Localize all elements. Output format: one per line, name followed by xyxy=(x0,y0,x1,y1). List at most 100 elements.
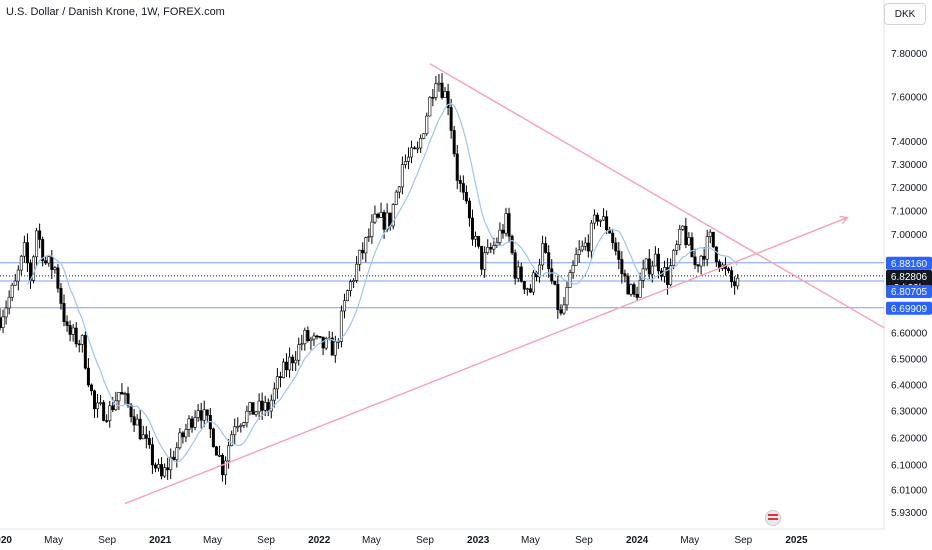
candle-body xyxy=(702,255,706,260)
candle-body xyxy=(157,464,161,469)
candle-body xyxy=(248,402,252,412)
candle-body xyxy=(602,216,606,221)
x-tick-label: 2020 xyxy=(0,535,12,546)
currency-label[interactable]: DKK xyxy=(884,3,926,25)
candle-body xyxy=(35,230,39,258)
candle-body xyxy=(303,330,307,345)
candle-body xyxy=(489,247,493,250)
candle-body xyxy=(595,214,599,222)
price-tag-lower-bg xyxy=(886,301,932,315)
candle-body xyxy=(56,267,60,289)
candle-body xyxy=(260,400,264,411)
candle-body xyxy=(458,180,462,184)
candle-body xyxy=(623,273,627,277)
candle-body xyxy=(681,225,685,230)
candlestick-series xyxy=(0,73,740,485)
x-tick-label: 2021 xyxy=(149,535,172,546)
candle-body xyxy=(361,249,365,254)
candle-body xyxy=(160,464,164,477)
candle-body xyxy=(211,428,215,448)
candle-body xyxy=(196,410,200,418)
candle-body xyxy=(629,284,633,295)
candle-body xyxy=(272,388,276,401)
chart-title: U.S. Dollar / Danish Krone, 1W, FOREX.co… xyxy=(6,6,225,18)
candle-body xyxy=(86,367,90,386)
candle-body xyxy=(239,425,243,427)
candle-body xyxy=(419,138,423,149)
candle-body xyxy=(617,250,621,260)
candle-body xyxy=(391,204,395,227)
candle-body xyxy=(385,212,389,230)
candle-body xyxy=(461,183,465,193)
candle-body xyxy=(22,242,26,257)
candle-body xyxy=(147,438,151,445)
y-tick-label: 6.40000 xyxy=(891,380,928,391)
candle-body xyxy=(236,426,240,428)
candle-body xyxy=(684,225,688,246)
candle-body xyxy=(513,252,517,279)
candle-body xyxy=(531,272,535,293)
y-tick-label: 7.40000 xyxy=(891,137,928,148)
candle-body xyxy=(62,303,66,323)
candle-body xyxy=(367,236,371,238)
candle-body xyxy=(571,264,575,274)
candle-body xyxy=(41,239,45,262)
candle-body xyxy=(727,268,731,271)
candle-body xyxy=(275,376,279,390)
us-flag-icon[interactable] xyxy=(765,510,781,526)
candle-body xyxy=(486,247,490,253)
candle-body xyxy=(291,356,295,364)
candle-body xyxy=(315,335,319,338)
candle-body xyxy=(233,426,237,436)
candle-body xyxy=(312,335,316,340)
candle-body xyxy=(269,399,273,412)
candle-body xyxy=(44,260,48,264)
candle-body xyxy=(687,237,691,246)
candle-body xyxy=(135,418,139,426)
candle-body xyxy=(224,460,228,476)
candle-body xyxy=(254,411,258,415)
trendlines xyxy=(124,63,885,505)
candle-body xyxy=(559,309,563,314)
candle-body xyxy=(193,417,197,428)
candle-body xyxy=(13,280,17,286)
candle-body xyxy=(690,237,694,258)
candle-body xyxy=(153,464,157,469)
candle-body xyxy=(525,288,529,291)
candle-body xyxy=(242,422,246,426)
candle-body xyxy=(730,270,734,283)
candle-body xyxy=(346,290,350,302)
candle-body xyxy=(120,392,124,395)
candle-body xyxy=(675,244,679,251)
x-tick-label: Sep xyxy=(257,535,275,546)
candle-body xyxy=(483,252,487,270)
candle-body xyxy=(373,213,377,223)
candle-body xyxy=(4,307,8,318)
candle-body xyxy=(306,330,310,341)
x-tick-label: 2024 xyxy=(626,535,649,546)
x-tick-label: 2025 xyxy=(785,535,808,546)
candle-body xyxy=(550,268,554,282)
candle-body xyxy=(92,390,96,410)
candle-body xyxy=(123,393,127,395)
y-tick-label: 7.10000 xyxy=(891,206,928,217)
x-tick-label: Sep xyxy=(416,535,434,546)
candle-body xyxy=(455,153,459,181)
horizontal-levels xyxy=(0,262,884,309)
candle-body xyxy=(528,288,532,293)
candle-body xyxy=(425,115,429,135)
candle-body xyxy=(736,277,740,287)
price-axis-ticks: 7.80000 7.60000 7.40000 7.30000 7.20000 7.100… xyxy=(891,49,928,519)
candle-body xyxy=(547,252,551,270)
candle-body xyxy=(227,445,231,462)
candle-body xyxy=(245,410,249,423)
candle-body xyxy=(47,256,51,264)
candle-body xyxy=(449,107,453,131)
candle-body xyxy=(80,335,84,345)
candle-body xyxy=(96,402,100,410)
candle-body xyxy=(190,418,194,428)
candle-body xyxy=(480,245,484,270)
candle-body xyxy=(77,343,81,346)
y-tick-label: 6.10000 xyxy=(891,461,928,472)
